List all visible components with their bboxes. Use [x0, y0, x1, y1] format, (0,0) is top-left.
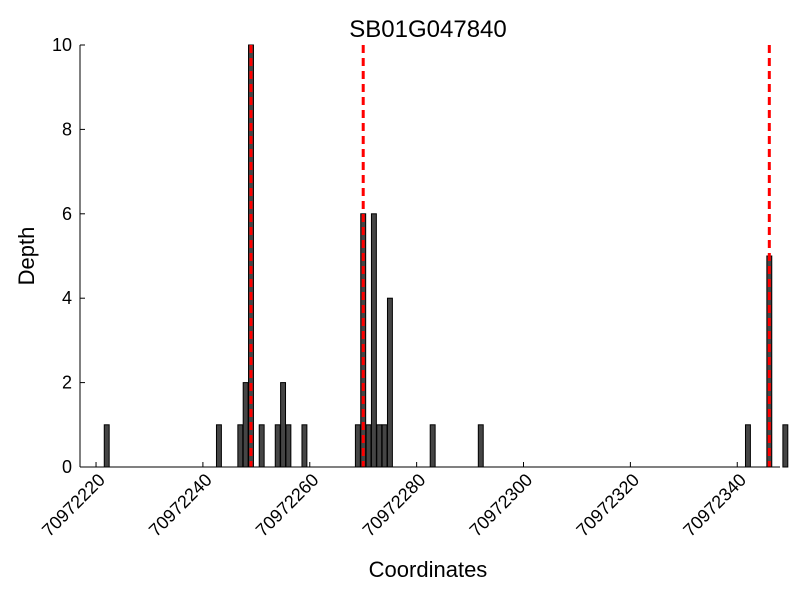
y-tick-label: 10: [52, 35, 72, 55]
depth-bar: [103, 424, 110, 468]
x-tick-label: 70972300: [466, 470, 537, 541]
markers-group: [249, 45, 771, 467]
depth-bar: [301, 424, 308, 468]
chart-title: SB01G047840: [349, 16, 506, 43]
bars-group: [103, 44, 789, 468]
depth-bar: [215, 424, 222, 468]
depth-bar: [354, 424, 361, 468]
depth-bar: [370, 213, 377, 468]
depth-bar: [744, 424, 751, 468]
ticks-group: 0 2 4 6 8 10 70972220 70972240 70972260 70972280 7…: [38, 35, 750, 540]
depth-bar: [376, 424, 383, 468]
depth-bar: [280, 382, 287, 468]
depth-bar: [477, 424, 484, 468]
x-tick-label: 70972320: [572, 470, 643, 541]
depth-bar: [365, 424, 372, 468]
x-axis-label: Coordinates: [369, 557, 488, 582]
depth-bar: [285, 424, 292, 468]
x-tick-label: 70972340: [679, 470, 750, 541]
x-tick-label: 70972280: [359, 470, 430, 541]
depth-bar: [237, 424, 244, 468]
y-tick-label: 2: [62, 373, 72, 393]
depth-bar: [381, 424, 388, 468]
depth-bar: [274, 424, 281, 468]
x-tick-label: 70972240: [145, 470, 216, 541]
y-axis-label: Depth: [14, 227, 39, 286]
depth-bar: [782, 424, 789, 468]
y-tick-label: 8: [62, 119, 72, 139]
depth-bar: [242, 382, 249, 468]
x-tick-label: 70972220: [38, 470, 109, 541]
depth-bar: [429, 424, 436, 468]
y-tick-label: 4: [62, 288, 72, 308]
depth-bar: [386, 297, 393, 468]
axes-group: [79, 45, 780, 468]
y-tick-label: 0: [62, 457, 72, 477]
y-tick-label: 6: [62, 204, 72, 224]
x-tick-label: 70972260: [252, 470, 323, 541]
depth-bar: [258, 424, 265, 468]
